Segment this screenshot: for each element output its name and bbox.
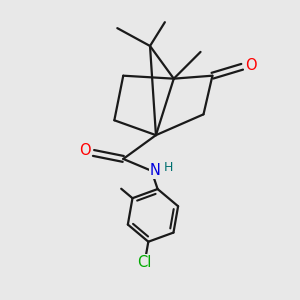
Text: O: O <box>244 58 256 73</box>
Text: Cl: Cl <box>137 255 152 270</box>
Text: H: H <box>164 161 173 174</box>
Text: N: N <box>150 163 160 178</box>
Text: O: O <box>79 142 90 158</box>
